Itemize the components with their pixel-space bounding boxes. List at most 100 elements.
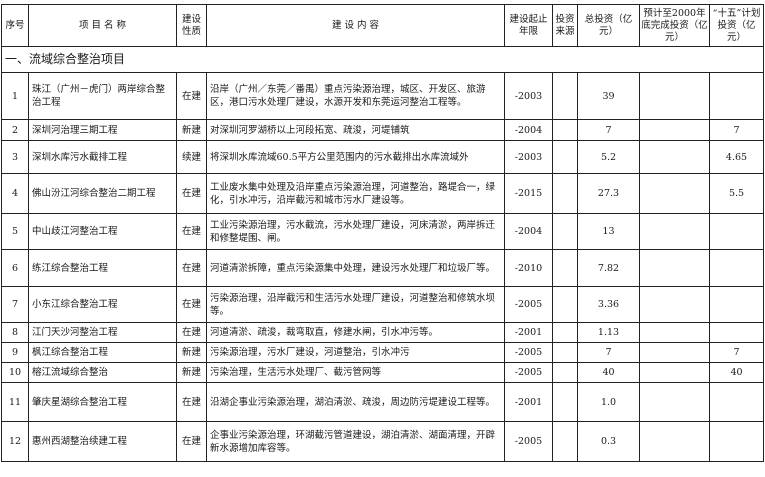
cell-no: 7: [1, 286, 29, 323]
cell-content: 企事业污染源治理，环湖截污管道建设，湖泊清淤、湖面清理，开辟新水源增加库容等。: [206, 421, 505, 462]
cell-nature: 新建: [176, 362, 207, 383]
cell-source: [552, 140, 578, 174]
cell-period: -2005: [504, 421, 553, 462]
cell-nature: 在建: [176, 421, 207, 462]
cell-no: 8: [1, 322, 29, 343]
cell-name: 肇庆星湖综合整治工程: [28, 382, 177, 422]
table-row: 7 小东江综合整治工程 在建 污染源治理，沿岸截污和生活污水处理厂建设，河道整治和修筑…: [1, 286, 764, 323]
table-row: 10 榕江流域综合整治 新建 污染治理，生活污水处理厂、截污管网等 -2005 40 40: [1, 362, 764, 383]
section-row: 一、流域综合整治项目: [1, 46, 764, 73]
cell-nature: 续建: [176, 140, 207, 174]
cell-plan: [709, 382, 764, 422]
cell-by2000: [639, 286, 710, 323]
header-source: 投资来源: [552, 4, 578, 47]
table-row: 6 练江综合整治工程 在建 河道清淤拆障，重点污染源集中处理，建设污水处理厂和垃圾厂等…: [1, 249, 764, 287]
cell-no: 12: [1, 421, 29, 462]
cell-nature: 在建: [176, 72, 207, 120]
cell-content: 河道清淤、疏浚，裁弯取直，修建水闸，引水冲污等。: [206, 322, 505, 343]
cell-by2000: [639, 249, 710, 287]
cell-total: 40: [577, 362, 640, 383]
cell-plan: [709, 421, 764, 462]
table-row: 5 中山歧江河整治工程 在建 工业污染源治理，污水截流，污水处理厂建设，河床清淤，两岸…: [1, 213, 764, 250]
cell-source: [552, 249, 578, 287]
cell-total: 3.36: [577, 286, 640, 323]
cell-nature: 新建: [176, 119, 207, 141]
cell-total: 7: [577, 342, 640, 363]
cell-total: 0.3: [577, 421, 640, 462]
cell-name: 小东江综合整治工程: [28, 286, 177, 323]
cell-total: 1.13: [577, 322, 640, 343]
cell-plan: [709, 213, 764, 250]
table-row: 3 深圳水库污水截排工程 续建 将深圳水库流域60.5平方公里范围内的污水截排出水库流…: [1, 140, 764, 174]
cell-plan: 5.5: [709, 173, 764, 214]
cell-source: [552, 119, 578, 141]
cell-period: -2005: [504, 342, 553, 363]
scan-smudge: [112, 462, 162, 474]
header-content: 建 设 内 容: [206, 4, 505, 47]
cell-content: 工业废水集中处理及沿岸重点污染源治理，河道整治，路堤合一，绿化，引水冲污，沿岸截…: [206, 173, 505, 214]
cell-period: -2004: [504, 213, 553, 250]
cell-content: 河道清淤拆障，重点污染源集中处理，建设污水处理厂和垃圾厂等。: [206, 249, 505, 287]
cell-name: 深圳水库污水截排工程: [28, 140, 177, 174]
table-row: 12 惠州西湖整治续建工程 在建 企事业污染源治理，环湖截污管道建设，湖泊清淤、湖面清…: [1, 421, 764, 462]
cell-by2000: [639, 382, 710, 422]
cell-no: 9: [1, 342, 29, 363]
cell-plan: 7: [709, 342, 764, 363]
cell-name: 枫江综合整治工程: [28, 342, 177, 363]
cell-no: 2: [1, 119, 29, 141]
cell-no: 10: [1, 362, 29, 383]
cell-period: -2004: [504, 119, 553, 141]
cell-period: -2001: [504, 322, 553, 343]
cell-by2000: [639, 342, 710, 363]
cell-plan: 4.65: [709, 140, 764, 174]
cell-by2000: [639, 140, 710, 174]
cell-nature: 新建: [176, 342, 207, 363]
investment-table: 序号 项 目 名 称 建设性质 建 设 内 容 建设起止年限 投资来源 总投资（…: [1, 4, 764, 462]
cell-name: 惠州西湖整治续建工程: [28, 421, 177, 462]
cell-plan: 40: [709, 362, 764, 383]
cell-content: 污染源治理，沿岸截污和生活污水处理厂建设，河道整治和修筑水坝等。: [206, 286, 505, 323]
cell-nature: 在建: [176, 382, 207, 422]
header-row: 序号 项 目 名 称 建设性质 建 设 内 容 建设起止年限 投资来源 总投资（…: [1, 4, 764, 47]
cell-total: 7.82: [577, 249, 640, 287]
cell-content: 对深圳河罗湖桥以上河段拓宽、疏浚，河堤铺筑: [206, 119, 505, 141]
cell-period: -2005: [504, 362, 553, 383]
cell-name: 珠江（广州－虎门）两岸综合整治工程: [28, 72, 177, 120]
cell-source: [552, 421, 578, 462]
cell-content: 污染治理，生活污水处理厂、截污管网等: [206, 362, 505, 383]
header-nature: 建设性质: [176, 4, 207, 47]
cell-by2000: [639, 421, 710, 462]
cell-plan: [709, 286, 764, 323]
cell-nature: 在建: [176, 213, 207, 250]
cell-source: [552, 322, 578, 343]
cell-plan: [709, 322, 764, 343]
cell-content: 污染源治理，污水厂建设，河道整治，引水冲污: [206, 342, 505, 363]
cell-source: [552, 342, 578, 363]
cell-content: 工业污染源治理，污水截流，污水处理厂建设，河床清淤，两岸拆迁和修整堤围、闸。: [206, 213, 505, 250]
header-no: 序号: [1, 4, 29, 47]
table-row: 4 佛山汾江河综合整治二期工程 在建 工业废水集中处理及沿岸重点污染源治理，河道整治，…: [1, 173, 764, 214]
cell-by2000: [639, 362, 710, 383]
cell-total: 1.0: [577, 382, 640, 422]
cell-content: 沿湖企事业污染源治理，湖泊清淤、疏浚，周边防污堤建设工程等。: [206, 382, 505, 422]
cell-source: [552, 286, 578, 323]
cell-by2000: [639, 119, 710, 141]
table-row: 2 深圳河治理三期工程 新建 对深圳河罗湖桥以上河段拓宽、疏浚，河堤铺筑 -2004 7 7: [1, 119, 764, 141]
cell-source: [552, 173, 578, 214]
table-row: 1 珠江（广州－虎门）两岸综合整治工程 在建 沿岸（广州／东莞／番禺）重点污染源治理，…: [1, 72, 764, 120]
cell-by2000: [639, 213, 710, 250]
cell-name: 中山歧江河整治工程: [28, 213, 177, 250]
cell-no: 4: [1, 173, 29, 214]
cell-nature: 在建: [176, 249, 207, 287]
cell-period: -2010: [504, 249, 553, 287]
cell-no: 11: [1, 382, 29, 422]
cell-source: [552, 213, 578, 250]
cell-plan: 7: [709, 119, 764, 141]
cell-period: -2003: [504, 140, 553, 174]
section-title: 一、流域综合整治项目: [1, 46, 764, 73]
header-total: 总投资（亿元）: [577, 4, 640, 47]
cell-plan: [709, 249, 764, 287]
cell-name: 江门天沙河整治工程: [28, 322, 177, 343]
cell-by2000: [639, 72, 710, 120]
cell-no: 6: [1, 249, 29, 287]
